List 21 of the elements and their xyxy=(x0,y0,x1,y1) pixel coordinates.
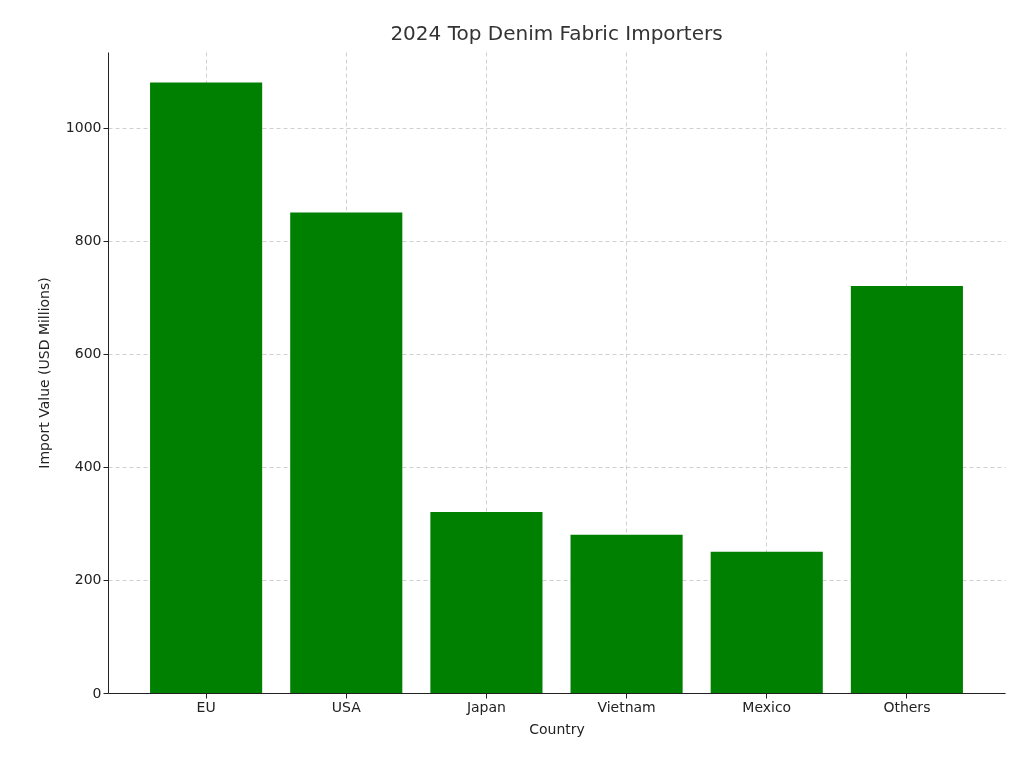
y-tick-label: 1000 xyxy=(65,119,102,136)
x-tick-label: Japan xyxy=(465,698,506,715)
y-tick-label: 200 xyxy=(74,571,102,588)
x-tick-label: USA xyxy=(331,698,362,715)
bar xyxy=(850,286,963,693)
bar xyxy=(290,212,403,693)
bar xyxy=(430,512,543,693)
bar xyxy=(710,551,823,693)
y-tick-label: 800 xyxy=(74,232,102,249)
bar xyxy=(570,534,683,693)
x-tick-label: Others xyxy=(883,698,931,715)
y-axis-title: Import Value (USD Millions) xyxy=(35,277,52,469)
y-tick-label: 600 xyxy=(74,345,102,362)
x-tick-label: Mexico xyxy=(742,698,792,715)
x-tick-label: EU xyxy=(196,698,216,715)
x-axis-title: Country xyxy=(529,720,585,737)
y-tick-label: 0 xyxy=(92,684,102,701)
x-tick-label: Vietnam xyxy=(597,698,656,715)
bar xyxy=(150,82,263,693)
chart-title: 2024 Top Denim Fabric Importers xyxy=(390,21,723,45)
y-tick-label: 400 xyxy=(74,458,102,475)
